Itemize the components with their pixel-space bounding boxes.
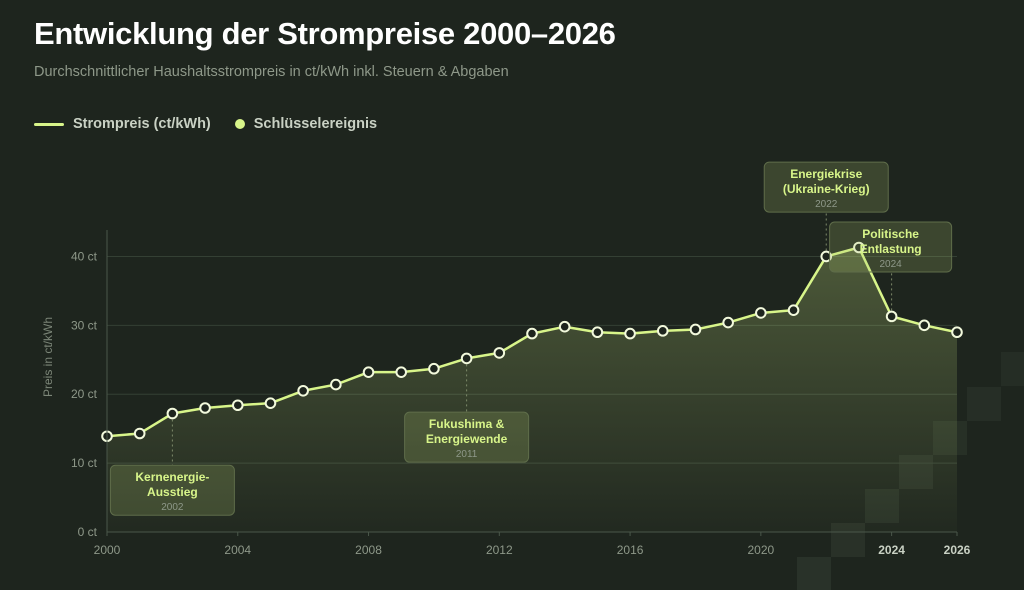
dot-swatch-icon (234, 119, 245, 129)
x-tick-label: 2024 (878, 543, 905, 557)
annotation-box (763, 161, 889, 213)
data-points (101, 241, 963, 443)
x-tick-label: 2000 (94, 543, 121, 557)
data-point (918, 319, 931, 332)
data-point (199, 402, 211, 414)
y-tick-label: 0 ct (78, 525, 98, 539)
x-tick-label: 2004 (224, 543, 251, 557)
annotation-box (404, 411, 530, 463)
deco-square (797, 557, 831, 590)
annotation-year: 2011 (456, 449, 478, 460)
annotation-title-line: Energiewende (426, 432, 508, 446)
annotation-title-line: Energiekrise (790, 167, 862, 181)
data-point (297, 384, 309, 397)
annotation-year: 2024 (879, 259, 902, 270)
annotation-guides (171, 212, 893, 466)
legend-dot-label: Schlüsselereignis (253, 116, 378, 132)
data-point (231, 399, 244, 412)
y-axis-title: Preis in ct/kWh (41, 317, 55, 397)
x-tick-label: 2016 (617, 543, 644, 557)
data-point (755, 307, 767, 319)
y-tick-label: 30 ct (71, 318, 98, 332)
data-point (166, 407, 179, 420)
data-point (460, 352, 473, 365)
x-tick-label: 2020 (747, 543, 774, 557)
y-tick-label: 10 ct (71, 456, 98, 470)
data-point (428, 362, 440, 375)
annotation-year: 2022 (815, 199, 838, 210)
annotation-title-line: Politische (862, 227, 919, 241)
data-point (853, 241, 865, 254)
axes: 0 ct 10 ct 20 ct 30 ct 40 ct 2000 2004 2008 2012… (41, 230, 971, 557)
data-point (820, 250, 833, 263)
annotation-title-line: Ausstieg (147, 485, 198, 499)
data-point (362, 366, 375, 378)
annotation-year: 2002 (161, 502, 184, 513)
y-tick-label: 20 ct (71, 387, 98, 401)
data-point (558, 320, 571, 333)
annotation-box (109, 464, 235, 516)
data-point (395, 366, 408, 378)
y-tick-label: 40 ct (71, 249, 98, 263)
chart-title: Entwicklung der Strompreise 2000–2026 (34, 16, 616, 51)
legend: Strompreis (ct/kWh) Schlüsselereignis (34, 116, 401, 132)
x-tick-label: 2012 (486, 543, 513, 557)
data-point (885, 310, 898, 323)
data-point (689, 323, 702, 336)
data-point (624, 327, 636, 340)
data-point (591, 326, 604, 339)
data-point (133, 427, 146, 440)
annotation-title-line: Entlastung (860, 242, 922, 256)
deco-square (1001, 352, 1024, 386)
annotation-box (829, 221, 953, 273)
legend-item-line[interactable]: Strompreis (ct/kWh) (34, 116, 211, 132)
x-tick-label: 2008 (355, 543, 382, 557)
data-point (951, 326, 963, 339)
x-tick-label: 2026 (944, 543, 971, 557)
data-point (656, 325, 669, 337)
annotation-title-line: (Ukraine-Krieg) (783, 182, 870, 196)
data-point (493, 347, 506, 359)
annotation-title-line: Kernenergie- (135, 470, 209, 484)
data-point (787, 304, 800, 316)
legend-item-dot[interactable]: Schlüsselereignis (234, 116, 378, 132)
legend-line-label: Strompreis (ct/kWh) (73, 116, 211, 132)
annotation-title-line: Fukushima & (429, 417, 505, 431)
chart-subtitle: Durchschnittlicher Haushaltsstrompreis i… (34, 64, 509, 80)
deco-square (967, 387, 1001, 421)
data-point (722, 316, 734, 329)
data-point (264, 397, 277, 409)
data-point (526, 327, 538, 340)
data-point (330, 378, 342, 391)
line-swatch-icon (34, 122, 64, 126)
